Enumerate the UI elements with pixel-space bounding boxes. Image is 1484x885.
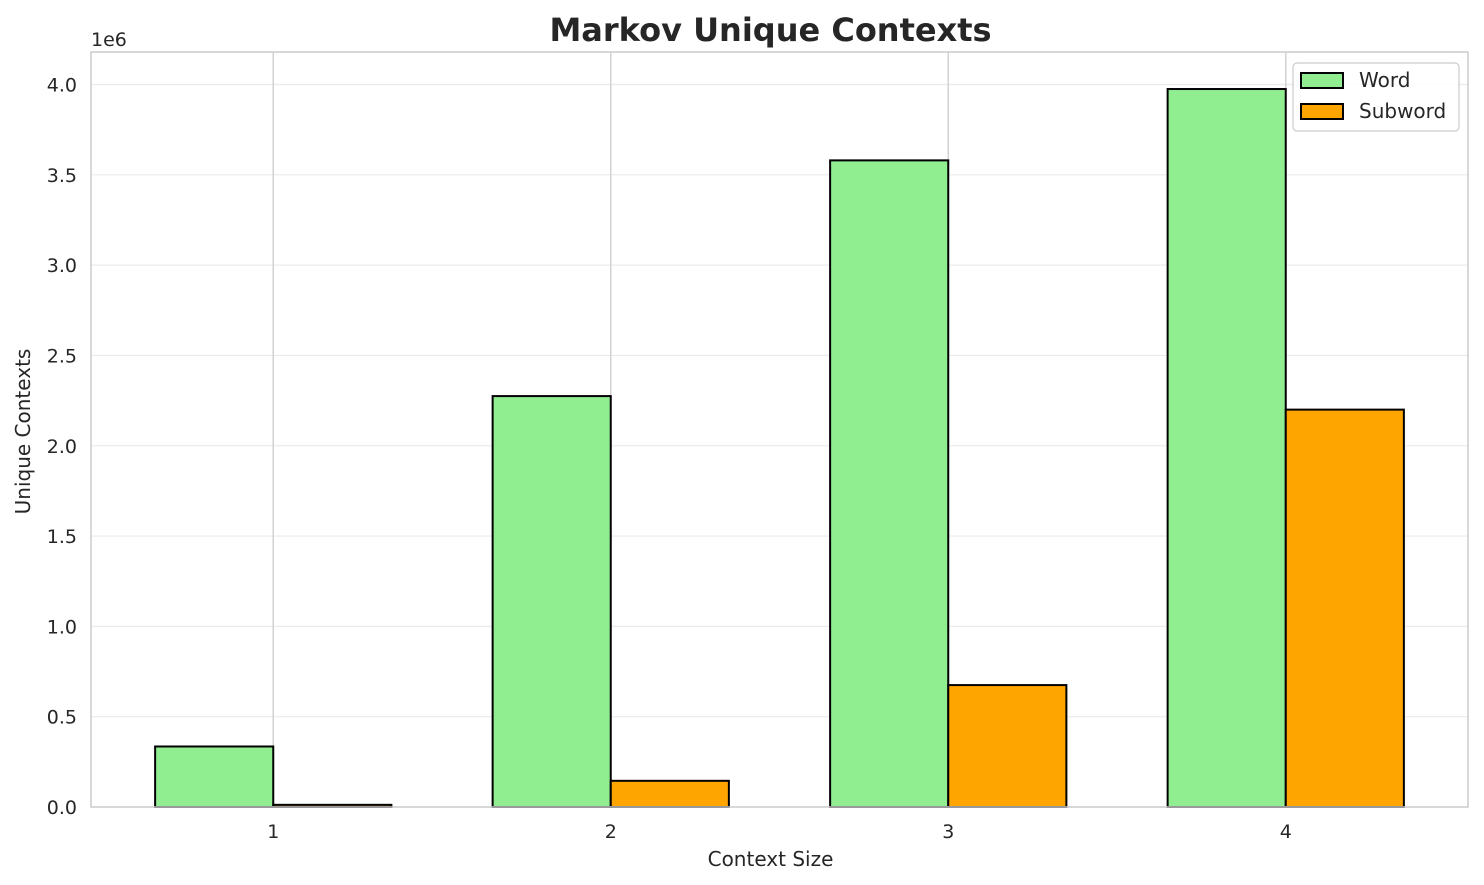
legend-swatch-subword <box>1300 103 1344 120</box>
y-axis-label: Unique Contexts <box>11 349 35 515</box>
y-tick-label: 4.0 <box>47 75 77 97</box>
x-tick-label: 4 <box>1280 821 1292 843</box>
y-tick-label: 1.0 <box>47 616 77 638</box>
bars <box>154 88 1405 809</box>
y-tick-label: 2.0 <box>47 436 77 458</box>
x-tick-label: 3 <box>942 821 954 843</box>
x-tick-label: 1 <box>267 821 279 843</box>
y-tick-label: 2.5 <box>47 345 77 367</box>
bar-word-1 <box>154 745 275 809</box>
y-tick-label: 1.5 <box>47 526 77 548</box>
bar-subword-2 <box>609 779 730 809</box>
legend-label-subword: Subword <box>1359 99 1446 123</box>
legend: Word Subword <box>1292 62 1460 132</box>
bar-subword-3 <box>947 684 1068 808</box>
bar-word-3 <box>829 159 950 808</box>
bar-word-4 <box>1166 88 1287 808</box>
y-tick-label: 0.5 <box>47 707 77 729</box>
legend-label-word: Word <box>1359 68 1410 92</box>
x-axis-label: Context Size <box>708 847 834 871</box>
y-axis-ticks: 0.0 0.5 1.0 1.5 2.0 2.5 3.0 3.5 4.0 <box>47 75 77 819</box>
y-tick-label: 0.0 <box>47 797 77 819</box>
legend-swatch-word <box>1300 72 1344 89</box>
chart-title: Markov Unique Contexts <box>549 11 991 49</box>
x-axis-ticks: 1 2 3 4 <box>267 821 1292 843</box>
x-tick-label: 2 <box>605 821 617 843</box>
bar-subword-4 <box>1284 408 1405 808</box>
y-tick-label: 3.0 <box>47 255 77 277</box>
y-axis-offset-label: 1e6 <box>91 29 127 51</box>
y-tick-label: 3.5 <box>47 165 77 187</box>
plot-frame <box>90 51 1469 808</box>
bar-word-2 <box>491 395 612 808</box>
